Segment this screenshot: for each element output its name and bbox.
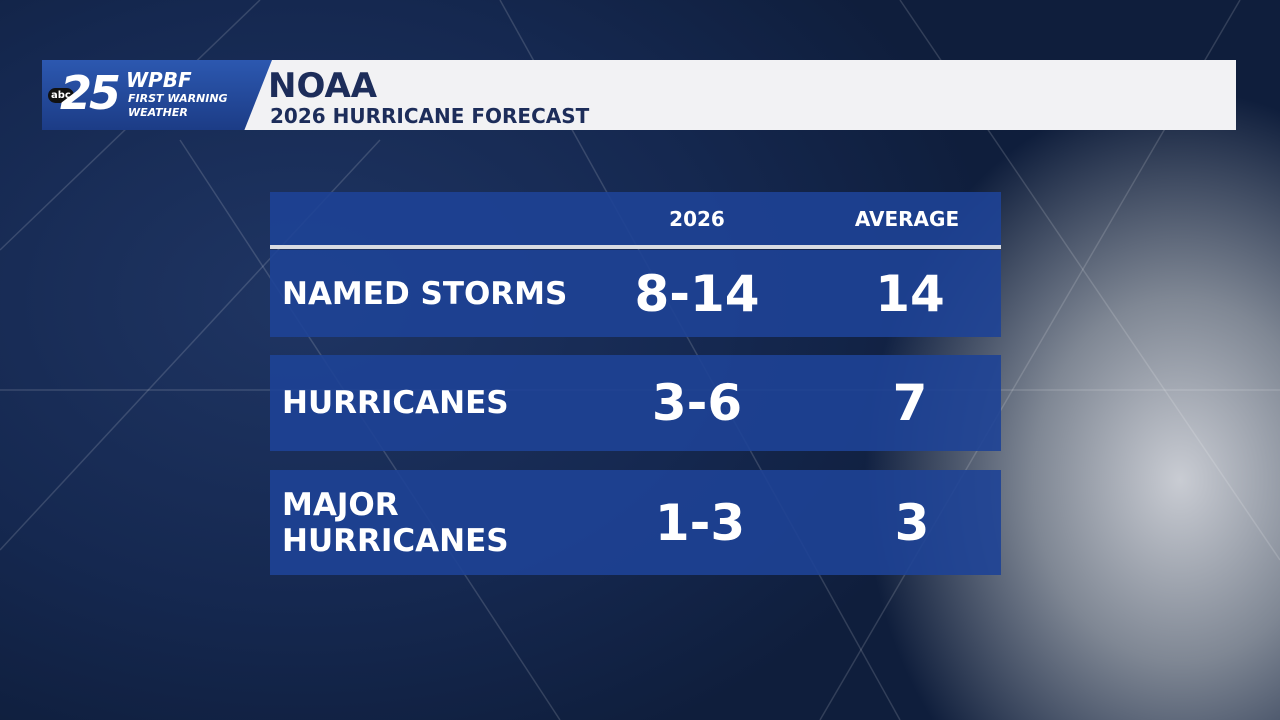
station-logo: abc 25 WPBF FIRST WARNING WEATHER [42,60,272,130]
table-row: NAMED STORMS 8-14 14 [270,250,1001,337]
forecast-value: 1-3 [654,493,746,552]
table-header: 2026 AVERAGE [270,192,1001,249]
table-row: HURRICANES 3-6 7 [270,355,1001,451]
header-banner: abc 25 WPBF FIRST WARNING WEATHER NOAA 2… [42,60,1236,130]
title: NOAA [268,66,378,106]
subtitle: 2026 HURRICANE FORECAST [270,104,590,128]
average-value: 3 [894,493,930,552]
tagline: WEATHER [128,106,188,119]
column-header: AVERAGE [854,206,960,231]
average-value: 14 [875,264,945,323]
channel-number: 25 [60,66,121,120]
table-row: MAJOR HURRICANES 1-3 3 [270,470,1001,575]
forecast-value: 3-6 [651,374,743,432]
station-name: WPBF [126,68,192,92]
row-label: MAJOR HURRICANES [282,486,509,559]
column-header: 2026 [669,206,725,231]
network-logo: abc [48,88,74,103]
average-value: 7 [892,374,928,432]
forecast-value: 8-14 [634,264,760,323]
row-label: HURRICANES [282,385,509,421]
row-label: NAMED STORMS [282,275,568,312]
tagline: FIRST WARNING [128,92,228,105]
